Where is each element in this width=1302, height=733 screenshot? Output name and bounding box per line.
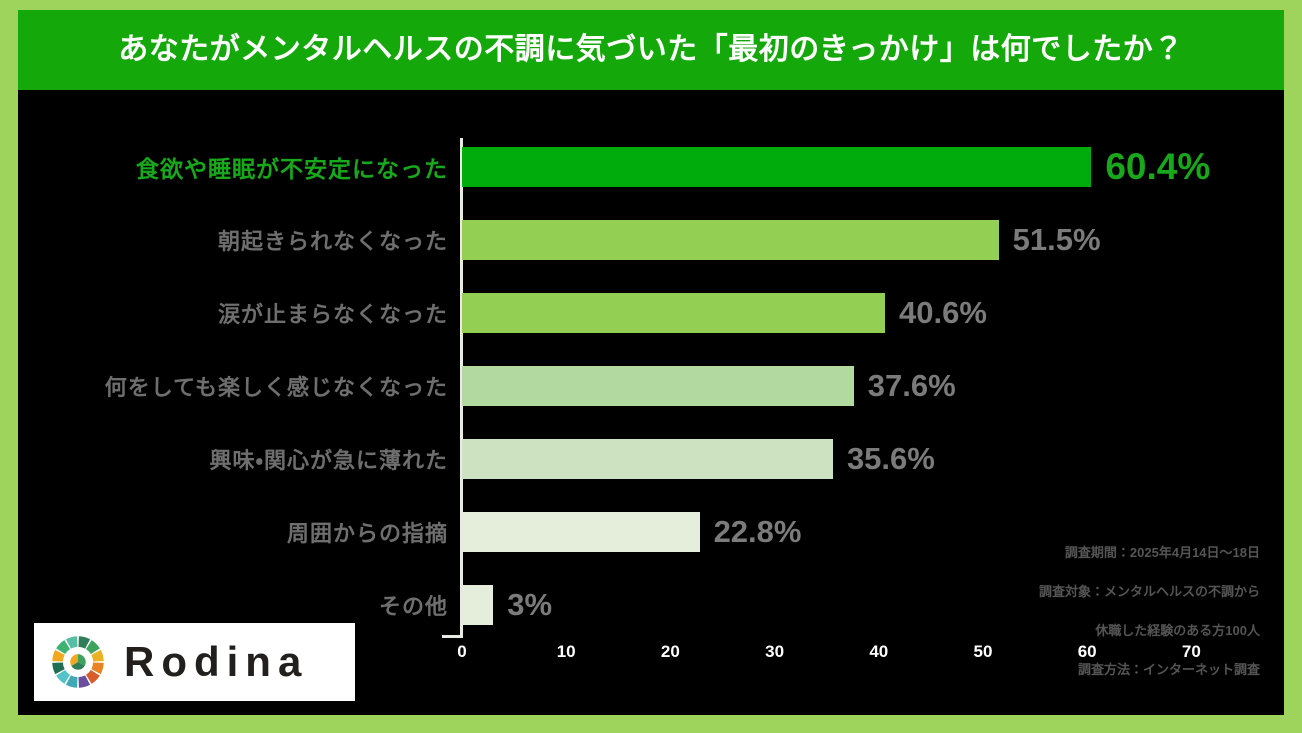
bar xyxy=(462,439,833,479)
bar-category-label: 食欲や睡眠が不安定になった xyxy=(136,156,448,182)
header-band: あなたがメンタルヘルスの不調に気づいた「最初のきっかけ」は何でしたか？ xyxy=(18,10,1284,90)
footnote-line-1: 調査期間：2025年4月14日〜18日 xyxy=(1064,545,1260,560)
bar xyxy=(462,512,700,552)
bar-value-label: 51.5% xyxy=(1012,222,1101,257)
page-title: あなたがメンタルヘルスの不調に気づいた「最初のきっかけ」は何でしたか？ xyxy=(118,33,1184,66)
bar-value-label: 37.6% xyxy=(867,368,956,403)
bar-row: その他 3% xyxy=(18,585,1284,625)
bar xyxy=(462,366,854,406)
bar-row: 興味・関心が急に薄れた 35.6% xyxy=(18,439,1284,479)
bar-category-label: 涙が止まらなくなった xyxy=(217,302,448,327)
x-axis-tick-label: 50 xyxy=(973,642,993,661)
bar-value-label: 3% xyxy=(507,587,553,622)
bar-category-label: その他 xyxy=(378,594,448,619)
bar-row: 食欲や睡眠が不安定になった 60.4% xyxy=(18,146,1284,187)
bar-chart-plot: 食欲や睡眠が不安定になった 60.4% 朝起きられなくなった 51.5% 涙が止まらなく… xyxy=(18,90,1284,715)
bar-category-label: 朝起きられなくなった xyxy=(217,229,448,254)
bar-value-label: 22.8% xyxy=(713,514,802,549)
axis-origin-tick xyxy=(442,635,463,638)
x-axis-tick-label: 0 xyxy=(457,642,467,661)
footnote-line-4: 調査方法：インターネット調査 xyxy=(1077,662,1260,677)
bar xyxy=(462,220,999,260)
survey-footnote: 調査期間：2025年4月14日〜18日 調査対象：メンタルヘルスの不調から 休職… xyxy=(1039,524,1260,700)
bar-value-label: 60.4% xyxy=(1105,146,1211,187)
x-axis-tick-label: 40 xyxy=(869,642,889,661)
bar xyxy=(462,293,886,333)
x-axis-tick-label: 70 xyxy=(1181,642,1201,661)
bar-row: 朝起きられなくなった 51.5% xyxy=(18,220,1284,260)
brand-logo: Rodina xyxy=(34,623,355,701)
bar-row: 周囲からの指摘 22.8% xyxy=(18,512,1284,552)
chart-canvas: 食欲や睡眠が不安定になった 60.4% 朝起きられなくなった 51.5% 涙が止まらなく… xyxy=(18,90,1284,715)
footnote-line-3: 休職した経験のある方100人 xyxy=(1095,623,1260,638)
bar xyxy=(462,585,494,625)
y-axis-line xyxy=(460,138,463,638)
logo-wordmark: Rodina xyxy=(124,638,309,685)
footnote-line-2: 調査対象：メンタルヘルスの不調から xyxy=(1038,584,1260,599)
x-axis: 0 10 20 30 40 50 60 70 xyxy=(18,642,1284,672)
bar xyxy=(462,147,1092,187)
x-axis-tick-label: 20 xyxy=(660,642,680,661)
x-axis-tick-label: 10 xyxy=(556,642,576,661)
bar-category-label: 周囲からの指摘 xyxy=(286,521,448,546)
x-axis-tick-label: 30 xyxy=(765,642,785,661)
bar-row: 涙が止まらなくなった 40.6% xyxy=(18,293,1284,333)
bar-category-label: 何をしても楽しく感じなくなった xyxy=(104,375,448,400)
rodina-pinwheel-icon xyxy=(52,636,104,688)
x-axis-tick-label: 60 xyxy=(1077,642,1097,661)
bar-value-label: 40.6% xyxy=(899,295,987,330)
bar-value-label: 35.6% xyxy=(846,441,935,476)
bar-category-label: 興味・関心が急に薄れた xyxy=(209,448,448,473)
bar-row: 何をしても楽しく感じなくなった 37.6% xyxy=(18,366,1284,406)
